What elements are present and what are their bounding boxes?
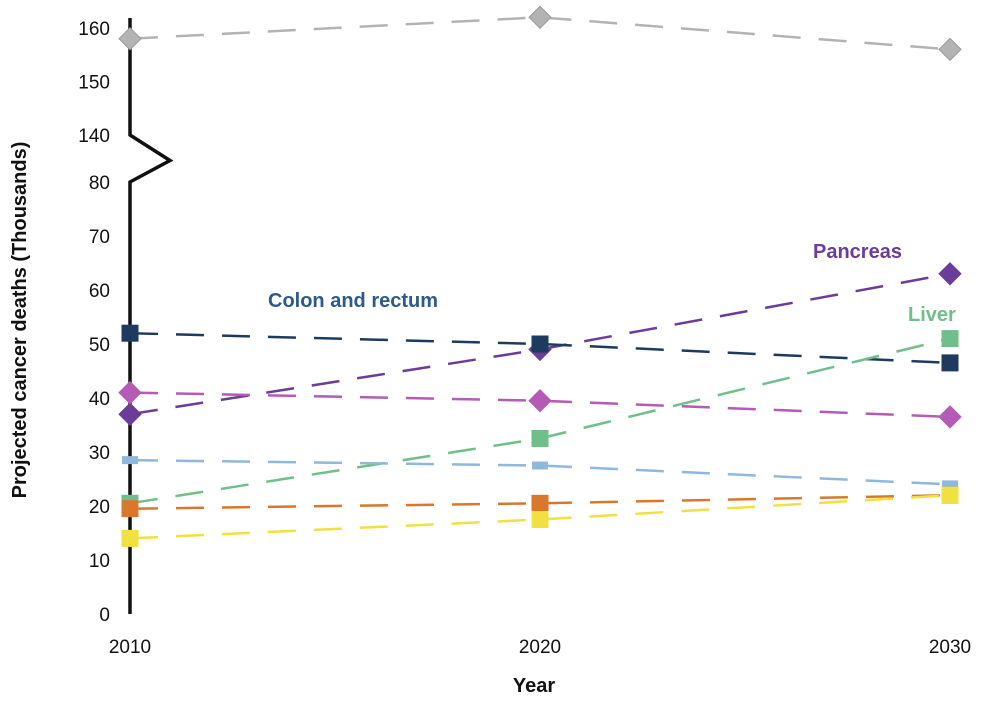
y-tick-label: 50 bbox=[89, 335, 110, 356]
data-point-marker bbox=[941, 354, 959, 372]
y-axis-title: Projected cancer deaths (Thousands) bbox=[9, 142, 31, 499]
y-tick-label: 60 bbox=[89, 281, 110, 302]
y-tick-label: 70 bbox=[89, 227, 110, 248]
data-point-marker bbox=[942, 480, 958, 489]
data-point-marker bbox=[118, 380, 142, 405]
data-point-marker bbox=[121, 500, 139, 518]
data-point-marker bbox=[122, 456, 138, 465]
data-point-marker bbox=[941, 330, 959, 348]
y-tick-label: 80 bbox=[89, 173, 110, 194]
data-point-marker bbox=[531, 335, 549, 353]
y-tick-label: 20 bbox=[89, 497, 110, 518]
series-layer bbox=[129, 16, 951, 540]
y-axis-line bbox=[128, 18, 174, 614]
data-point-marker bbox=[938, 37, 962, 62]
data-point-marker bbox=[528, 388, 552, 413]
x-tick-label: 2020 bbox=[519, 637, 561, 658]
data-point-marker bbox=[531, 494, 549, 512]
data-point-marker bbox=[121, 529, 139, 547]
data-point-marker bbox=[532, 461, 548, 470]
y-tick-label: 30 bbox=[89, 443, 110, 464]
series-label-liver: Liver bbox=[908, 304, 956, 326]
y-tick-label: 150 bbox=[78, 73, 110, 94]
y-tick-label: 10 bbox=[89, 551, 110, 572]
x-axis-title: Year bbox=[513, 675, 555, 697]
data-point-marker bbox=[118, 402, 142, 426]
data-point-marker bbox=[531, 430, 549, 447]
y-tick-label: 40 bbox=[89, 389, 110, 410]
series-label-colon-and-rectum: Colon and rectum bbox=[268, 290, 438, 312]
y-tick-label: 160 bbox=[78, 19, 110, 40]
x-tick-label: 2010 bbox=[109, 637, 151, 658]
data-point-marker bbox=[121, 324, 139, 342]
data-point-marker bbox=[528, 5, 552, 30]
y-tick-label: 0 bbox=[99, 605, 110, 626]
axis-layer bbox=[128, 18, 174, 614]
data-point-marker bbox=[938, 405, 962, 429]
data-point-marker bbox=[531, 511, 549, 528]
marker-layer bbox=[118, 5, 962, 547]
data-point-marker bbox=[941, 486, 959, 504]
x-tick-label: 2030 bbox=[929, 637, 971, 658]
y-tick-label: 140 bbox=[78, 126, 110, 147]
data-point-marker bbox=[118, 26, 142, 51]
series-label-pancreas: Pancreas bbox=[813, 241, 902, 263]
data-point-marker bbox=[938, 262, 962, 286]
